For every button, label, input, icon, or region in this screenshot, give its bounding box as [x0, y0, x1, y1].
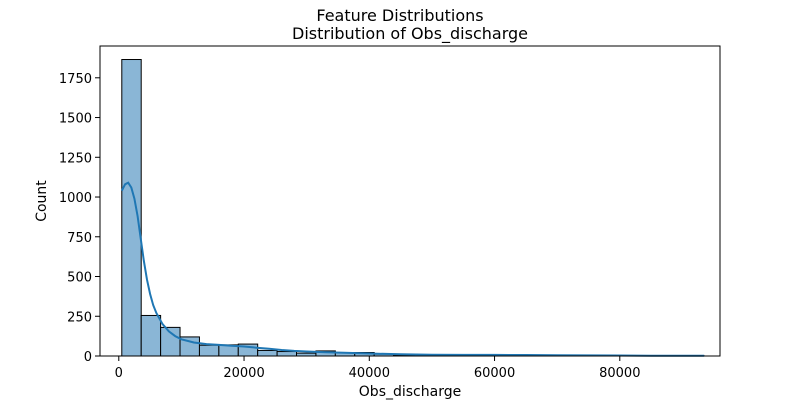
- x-tick-label-3: 60000: [474, 366, 515, 381]
- x-tick-label-0: 0: [115, 366, 123, 381]
- kde-curve: [120, 181, 705, 357]
- y-tick-label-3: 750: [67, 231, 92, 246]
- x-tick-label-1: 20000: [223, 366, 264, 381]
- y-tick-label-1: 250: [67, 310, 92, 325]
- y-tick-label-4: 1000: [59, 191, 92, 206]
- y-tick-label-2: 500: [67, 271, 92, 286]
- plot-area-frame: [99, 45, 721, 357]
- y-tick-label-5: 1250: [59, 151, 92, 166]
- y-axis-ticks: 0 250 500 750 1000 1250 1500 1750: [59, 72, 100, 365]
- histogram-bar-8: [276, 351, 298, 357]
- x-axis-label: Obs_discharge: [359, 384, 461, 400]
- y-axis-label: Count: [34, 180, 50, 222]
- chart-title: Distribution of Obs_discharge: [292, 24, 528, 43]
- x-tick-label-4: 80000: [599, 366, 640, 381]
- histogram-bar-4: [198, 344, 220, 357]
- histogram-bars: [121, 59, 705, 357]
- y-tick-label-6: 1500: [59, 112, 92, 127]
- histogram-bar-1: [140, 314, 162, 357]
- figure-suptitle: Feature Distributions: [316, 6, 484, 25]
- y-tick-label-7: 1750: [59, 72, 92, 87]
- x-tick-label-2: 40000: [349, 366, 390, 381]
- histogram-bar-0: [121, 59, 142, 357]
- x-axis-ticks: 0 20000 40000 60000 80000: [115, 356, 640, 381]
- histogram-bar-7: [257, 349, 278, 357]
- y-tick-label-0: 0: [84, 350, 92, 365]
